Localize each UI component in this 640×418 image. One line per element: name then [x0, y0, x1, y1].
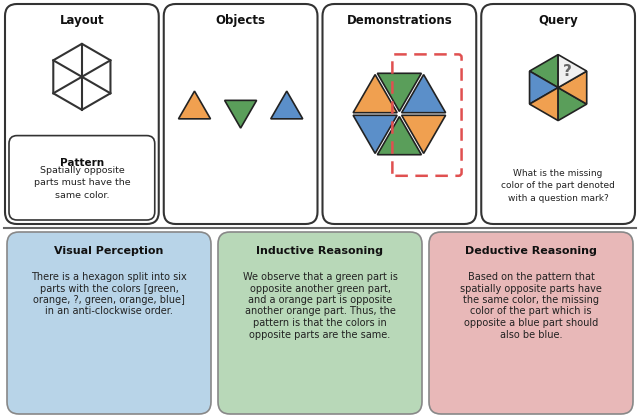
FancyBboxPatch shape	[5, 4, 159, 224]
Polygon shape	[225, 100, 257, 128]
Text: spatially opposite parts have: spatially opposite parts have	[460, 283, 602, 293]
Polygon shape	[402, 115, 445, 153]
Text: Objects: Objects	[216, 14, 266, 27]
Text: another orange part. Thus, the: another orange part. Thus, the	[244, 306, 396, 316]
FancyBboxPatch shape	[9, 135, 155, 220]
Polygon shape	[378, 117, 421, 155]
Polygon shape	[378, 73, 421, 112]
Text: We observe that a green part is: We observe that a green part is	[243, 272, 397, 282]
Text: orange, ?, green, orange, blue]: orange, ?, green, orange, blue]	[33, 295, 185, 305]
Text: also be blue.: also be blue.	[500, 329, 563, 339]
Polygon shape	[558, 55, 587, 88]
Text: parts with the colors [green,: parts with the colors [green,	[40, 283, 179, 293]
FancyBboxPatch shape	[323, 4, 476, 224]
Polygon shape	[353, 115, 397, 153]
Polygon shape	[402, 74, 445, 113]
FancyBboxPatch shape	[429, 232, 633, 414]
Text: Deductive Reasoning: Deductive Reasoning	[465, 246, 597, 256]
Text: pattern is that the colors in: pattern is that the colors in	[253, 318, 387, 328]
Text: opposite parts are the same.: opposite parts are the same.	[250, 329, 390, 339]
FancyBboxPatch shape	[164, 4, 317, 224]
FancyBboxPatch shape	[7, 232, 211, 414]
FancyBboxPatch shape	[218, 232, 422, 414]
Text: What is the missing
color of the part denoted
with a question mark?: What is the missing color of the part de…	[501, 169, 615, 203]
Text: Layout: Layout	[60, 14, 104, 27]
Text: Inductive Reasoning: Inductive Reasoning	[257, 246, 383, 256]
Polygon shape	[271, 91, 303, 119]
Polygon shape	[353, 74, 397, 113]
Text: Based on the pattern that: Based on the pattern that	[468, 272, 595, 282]
Text: and a orange part is opposite: and a orange part is opposite	[248, 295, 392, 305]
Text: in an anti-clockwise order.: in an anti-clockwise order.	[45, 306, 173, 316]
Text: Pattern: Pattern	[60, 158, 104, 168]
Polygon shape	[558, 88, 587, 121]
Text: ?: ?	[563, 64, 572, 79]
Polygon shape	[179, 91, 211, 119]
Text: Query: Query	[538, 14, 578, 27]
Text: color of the part which is: color of the part which is	[470, 306, 592, 316]
Text: Visual Perception: Visual Perception	[54, 246, 164, 256]
Text: There is a hexagon split into six: There is a hexagon split into six	[31, 272, 187, 282]
Polygon shape	[529, 55, 558, 88]
Text: opposite a blue part should: opposite a blue part should	[464, 318, 598, 328]
Polygon shape	[529, 88, 558, 121]
Text: Spatially opposite
parts must have the
same color.: Spatially opposite parts must have the s…	[33, 166, 130, 200]
Polygon shape	[529, 71, 558, 104]
Text: Demonstrations: Demonstrations	[346, 14, 452, 27]
Text: opposite another green part,: opposite another green part,	[250, 283, 390, 293]
Text: the same color, the missing: the same color, the missing	[463, 295, 599, 305]
Polygon shape	[558, 71, 587, 104]
FancyBboxPatch shape	[481, 4, 635, 224]
Polygon shape	[53, 44, 111, 110]
